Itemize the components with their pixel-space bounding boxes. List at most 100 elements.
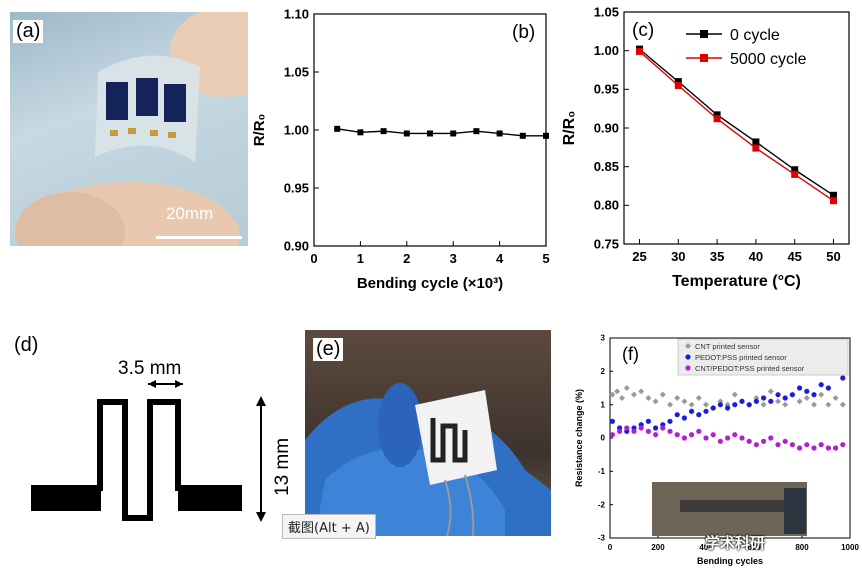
data-point: [746, 402, 752, 408]
inset-photo-motor: [784, 488, 806, 534]
data-point: [818, 382, 824, 388]
screenshot-tooltip: 截图(Alt + A): [282, 514, 376, 539]
data-point: [829, 191, 837, 199]
data-point: [753, 442, 759, 448]
legend-box: [677, 338, 849, 376]
data-point: [713, 111, 721, 119]
data-point: [645, 428, 651, 434]
data-point: [638, 388, 645, 395]
series-line: [639, 48, 834, 196]
data-point: [791, 170, 799, 178]
y-axis-label: R/R₀: [251, 114, 268, 147]
legend-marker: [685, 354, 691, 360]
panel-b-label: (b): [512, 22, 535, 43]
data-point: [623, 385, 630, 391]
data-point: [804, 442, 810, 448]
data-point: [731, 391, 738, 398]
x-tick-label: 5: [542, 251, 549, 266]
photo-a: (a) 20mm: [10, 12, 248, 246]
data-point: [789, 392, 795, 398]
legend-label: CNT/PEDOT:PSS printed sensor: [695, 364, 805, 373]
data-point: [696, 428, 702, 434]
data-point: [609, 391, 616, 398]
data-point: [803, 395, 810, 401]
legend-label: PEDOT:PSS printed sensor: [695, 353, 787, 362]
data-point: [782, 395, 788, 401]
data-point: [689, 432, 695, 438]
data-point: [752, 138, 760, 146]
y-tick-label: 3: [601, 334, 606, 343]
data-point: [811, 392, 817, 398]
panel-d: (d) 3.5 mm 13 mm: [0, 330, 300, 540]
data-point: [652, 398, 659, 405]
data-point: [450, 130, 457, 137]
panel-e-label: (e): [313, 338, 344, 361]
data-point: [782, 438, 788, 444]
data-point: [804, 388, 810, 394]
chart-c: 25 30 35 40 45 50 0.75 0.80 0.85 0.90 0.95 1.00 1.05…: [562, 4, 850, 290]
data-point: [767, 388, 774, 395]
x-axis-label: Temperature (°C): [672, 273, 801, 290]
data-point: [796, 398, 803, 405]
data-point: [710, 432, 716, 438]
data-point: [645, 395, 652, 401]
data-point: [667, 418, 673, 424]
data-point: [797, 445, 803, 451]
data-point: [681, 415, 687, 421]
data-point: [761, 395, 767, 401]
data-point: [617, 428, 623, 434]
legend-marker: [700, 54, 708, 62]
y-axis-label: R/R₀: [562, 111, 578, 146]
x-tick-label: 0: [608, 543, 613, 552]
data-point: [833, 445, 839, 451]
y-tick-label: 0: [601, 434, 606, 443]
data-point: [768, 435, 774, 441]
data-point: [761, 438, 767, 444]
height-dimension-label: 13 mm: [272, 438, 293, 496]
data-point: [660, 425, 666, 431]
data-point: [357, 129, 364, 136]
flexible-sensor-photo: [15, 12, 248, 246]
legend-marker: [685, 365, 691, 371]
data-point: [653, 425, 659, 431]
data-point: [703, 401, 709, 408]
data-point: [631, 428, 637, 434]
legend-marker: [685, 343, 691, 349]
data-point: [775, 392, 781, 398]
chart-f: 0 200 400 600 800 1000 -3 -2 -1 0 1 2 3 Bending cycle…: [574, 334, 859, 566]
y-tick-label: 1.05: [594, 4, 619, 19]
data-point: [695, 395, 702, 401]
data-point: [818, 391, 825, 398]
data-point: [674, 81, 682, 89]
data-point: [713, 115, 721, 123]
chart-b: 0 1 2 3 4 5 0.90 0.95 1.00 1.05 1.10 Bending cycle …: [251, 6, 550, 292]
x-tick-label: 1: [357, 251, 364, 266]
data-point: [825, 385, 831, 391]
data-point: [703, 408, 709, 414]
data-point: [681, 398, 688, 405]
y-axis-label: Resistance change (%): [574, 389, 584, 487]
x-tick-label: 1000: [841, 543, 859, 552]
width-dimension-label: 3.5 mm: [118, 358, 181, 379]
data-point: [832, 395, 839, 401]
data-point: [710, 405, 716, 411]
data-point: [380, 128, 387, 135]
data-point: [760, 401, 767, 408]
y-tick-label: 2: [601, 367, 606, 376]
data-point: [636, 47, 644, 55]
x-tick-label: 35: [710, 249, 724, 264]
data-point: [739, 435, 745, 441]
data-point: [732, 432, 738, 438]
data-point: [614, 388, 621, 395]
data-point: [768, 398, 774, 404]
y-tick-label: 1.00: [594, 43, 619, 58]
x-tick-label: 40: [749, 249, 763, 264]
right-pad: [178, 485, 242, 511]
data-point: [659, 391, 666, 398]
data-point: [775, 442, 781, 448]
data-point: [427, 130, 433, 137]
data-point: [674, 78, 682, 86]
data-point: [624, 425, 630, 431]
x-axis-label: Bending cycle (×10³): [357, 275, 503, 292]
x-tick-label: 45: [787, 249, 801, 264]
